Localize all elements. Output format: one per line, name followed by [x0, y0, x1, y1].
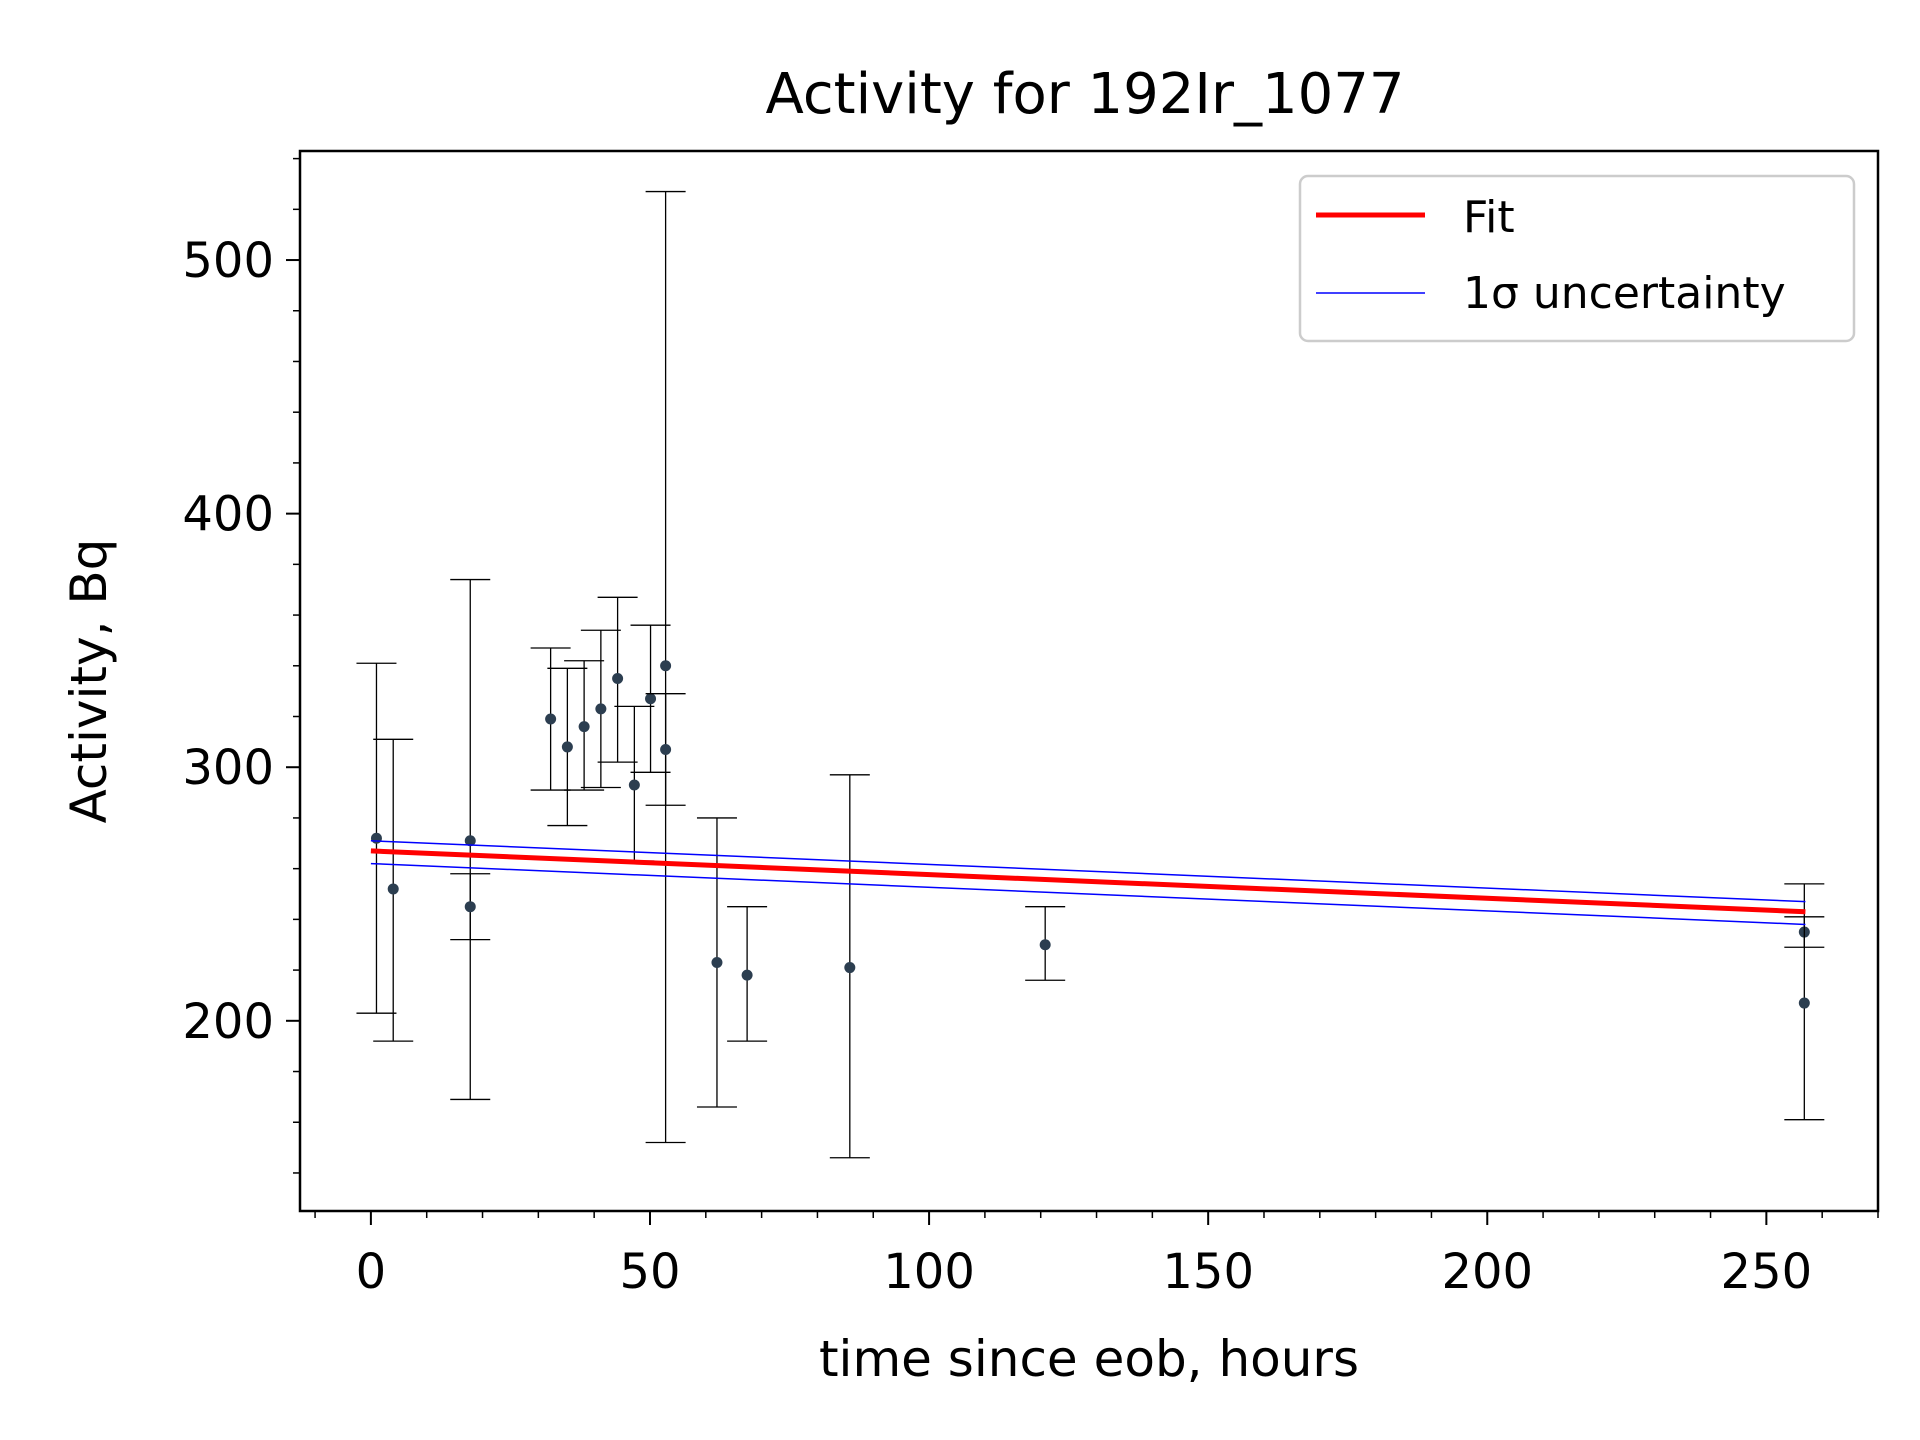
- x-tick-label-0: 0: [356, 1244, 387, 1300]
- data-point-16: [1025, 906, 1066, 981]
- data-marker: [464, 901, 476, 913]
- data-point-14: [727, 906, 768, 1042]
- data-marker: [561, 741, 573, 753]
- data-marker: [711, 956, 723, 968]
- data-point-18: [1784, 883, 1825, 1121]
- uncertainty-lower-line: [370, 862, 1806, 926]
- y-axis-label: Activity, Bq: [60, 539, 118, 824]
- data-point-12: [645, 693, 686, 806]
- data-marker: [370, 832, 382, 844]
- data-marker: [645, 693, 657, 705]
- data-marker: [545, 713, 557, 725]
- legend-uncertainty-label: 1σ uncertainty: [1463, 268, 1786, 319]
- x-tick-label-250: 250: [1721, 1244, 1813, 1300]
- data-point-1: [373, 738, 414, 1042]
- data-marker: [387, 883, 399, 895]
- plot-area: [356, 190, 1825, 1159]
- data-point-3: [450, 873, 491, 941]
- chart-title: Activity for 192Ir_1077: [766, 62, 1405, 127]
- data-marker: [595, 703, 607, 715]
- data-marker: [660, 743, 672, 755]
- data-point-8: [597, 596, 638, 763]
- data-point-6: [564, 660, 605, 791]
- y-tick-label-300: 300: [182, 740, 274, 796]
- axes-frame: [298, 149, 1880, 1213]
- x-axis-label: time since eob, hours: [819, 1330, 1359, 1388]
- y-tick-label-500: 500: [182, 233, 274, 289]
- data-marker: [1039, 939, 1051, 951]
- data-point-2: [450, 578, 491, 1101]
- data-point-10: [630, 624, 671, 773]
- x-tick-label-50: 50: [619, 1244, 680, 1300]
- data-marker: [578, 721, 590, 733]
- data-point-11: [645, 190, 686, 1144]
- x-tick-label-200: 200: [1441, 1244, 1533, 1300]
- y-tick-label-400: 400: [182, 487, 274, 543]
- data-point-15: [829, 774, 870, 1159]
- data-point-4: [530, 647, 571, 791]
- legend-fit-label: Fit: [1463, 192, 1515, 243]
- data-marker: [1798, 997, 1810, 1009]
- data-marker: [741, 969, 753, 981]
- data-marker: [464, 835, 476, 847]
- uncertainty-upper-line: [370, 840, 1806, 903]
- data-point-0: [356, 662, 397, 1014]
- data-point-7: [580, 629, 621, 789]
- axis-ticks: 0 50 100 150 200 250 200 300 400 500: [182, 157, 1879, 1300]
- x-tick-label-100: 100: [883, 1244, 975, 1300]
- data-marker: [660, 660, 672, 672]
- fit-line: [370, 848, 1806, 915]
- x-tick-label-150: 150: [1162, 1244, 1254, 1300]
- data-marker: [628, 779, 640, 791]
- data-marker: [844, 962, 856, 974]
- y-tick-label-200: 200: [182, 994, 274, 1050]
- legend-box: [1298, 174, 1856, 343]
- data-point-5: [547, 667, 588, 827]
- data-marker: [612, 672, 624, 684]
- legend: Fit 1σ uncertainty: [1298, 174, 1856, 343]
